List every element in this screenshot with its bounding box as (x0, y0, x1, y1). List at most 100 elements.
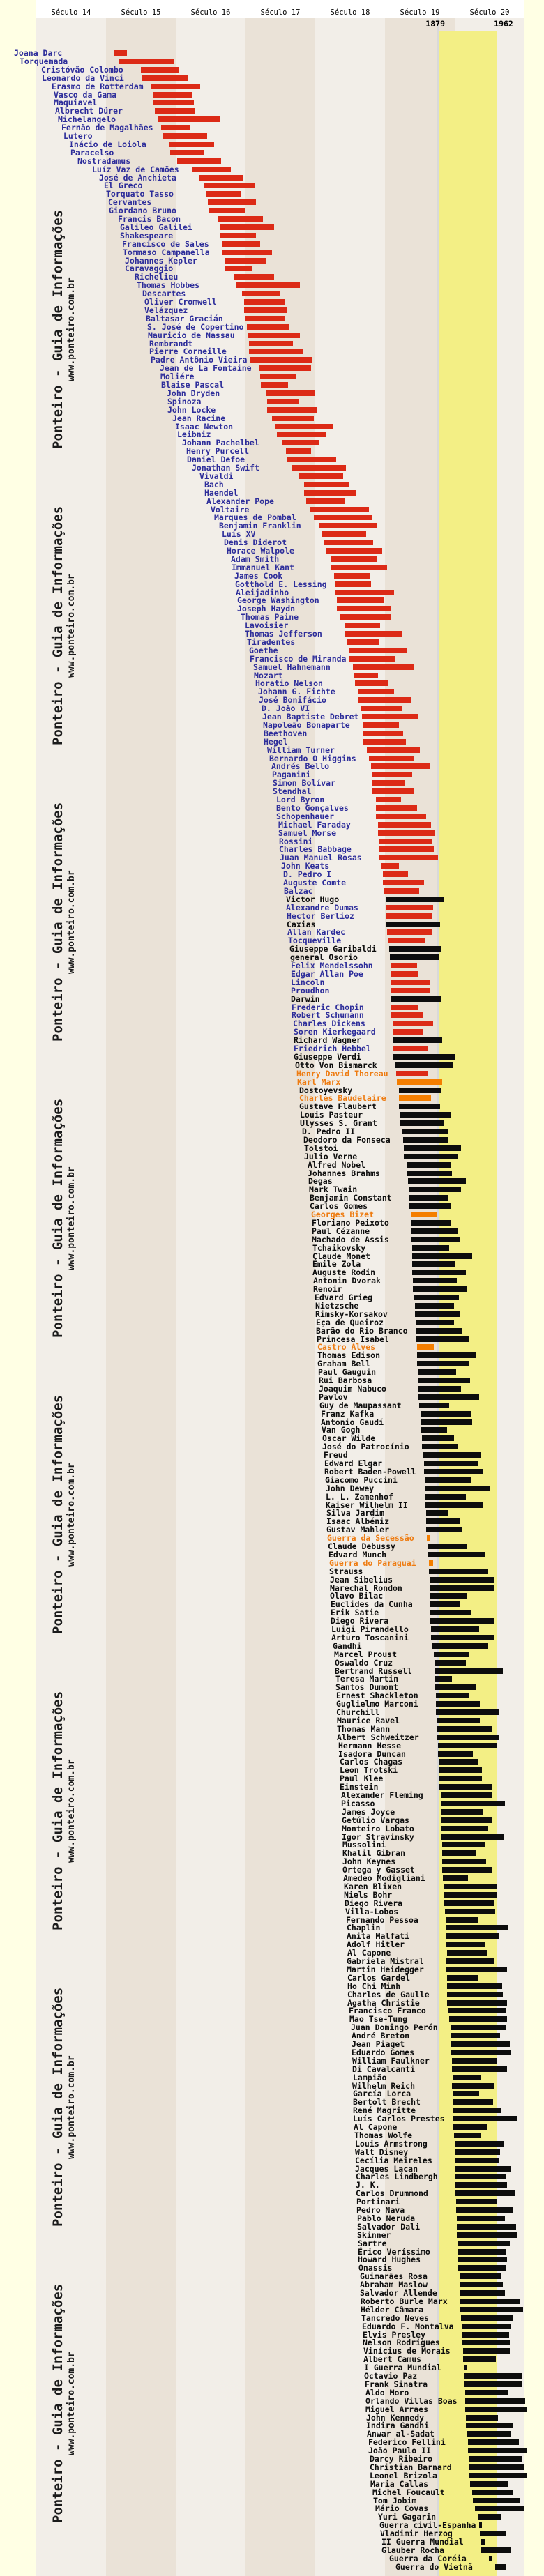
person-name[interactable]: Alexander Pope (206, 496, 274, 506)
person-name[interactable]: Tom Jobim (373, 2495, 417, 2506)
person-name[interactable]: Rossini (279, 836, 313, 846)
person-name[interactable]: Robert Schumann (292, 1010, 364, 1021)
person-name[interactable]: Van Gogh (322, 1425, 361, 1435)
person-name[interactable]: Walt Disney (355, 2147, 409, 2157)
person-name[interactable]: Marcel Proust (334, 1649, 398, 1659)
person-name[interactable]: Voltaire (211, 504, 250, 515)
person-name[interactable]: L. L. Zamenhof (326, 1491, 393, 1502)
person-name[interactable]: Joana Darc (14, 48, 63, 58)
person-name[interactable]: Maquiavel (54, 98, 98, 108)
person-name[interactable]: Paul Gauguin (318, 1367, 377, 1378)
person-name[interactable]: Orlando Villas Boas (365, 2395, 458, 2406)
person-name[interactable]: Érico Veríssimo (358, 2246, 430, 2257)
event-name[interactable]: Guerra do Vietnã (395, 2561, 473, 2572)
person-name[interactable]: Jean de La Fontaine (160, 363, 252, 374)
person-name[interactable]: Juan Domingo Perón (351, 2022, 438, 2033)
person-name[interactable]: Benjamin Franklin (219, 521, 301, 531)
person-name[interactable]: Bento Gonçalves (276, 802, 349, 813)
person-name[interactable]: William Faulkner (352, 2055, 430, 2066)
person-name[interactable]: Charles Dickens (293, 1019, 365, 1029)
person-name[interactable]: Lampião (353, 2072, 387, 2082)
person-name[interactable]: Velázquez (144, 305, 188, 315)
person-name[interactable]: Einstein (340, 1782, 379, 1792)
person-name[interactable]: Jean Racine (172, 413, 226, 423)
person-name[interactable]: João Paulo II (368, 2446, 432, 2456)
person-name[interactable]: Maria Callas (370, 2478, 429, 2489)
person-name[interactable]: Pedro Nava (356, 2205, 405, 2215)
person-name[interactable]: José do Patrocínio (322, 1442, 409, 1452)
person-name[interactable]: Beethoven (264, 728, 308, 738)
person-name[interactable]: Floriano Peixoto (312, 1217, 389, 1228)
person-name[interactable]: Vasco da Gama (54, 89, 117, 100)
person-name[interactable]: Leonardo da Vinci (42, 73, 124, 83)
person-name[interactable]: Lincoln (291, 977, 325, 987)
person-name[interactable]: Paganini (272, 770, 311, 780)
person-name[interactable]: Olavo Bilac (330, 1591, 384, 1601)
person-name[interactable]: Torquato Tasso (106, 189, 174, 199)
person-name[interactable]: Blaise Pascal (161, 380, 225, 390)
person-name[interactable]: Roberto Burle Marx (361, 2296, 448, 2306)
person-name[interactable]: Hermann Hesse (338, 1740, 402, 1751)
person-name[interactable]: André Breton (352, 2031, 410, 2041)
person-name[interactable]: Francisco de Miranda (250, 653, 347, 664)
person-name[interactable]: Georges Bizet (311, 1210, 375, 1219)
person-name[interactable]: Antonio Gaudí (321, 1417, 384, 1427)
person-name[interactable]: Alexandre Dumas (286, 902, 358, 913)
person-name[interactable]: Abraham Maslow (360, 2280, 428, 2290)
person-name[interactable]: Edvard Munch (328, 1549, 387, 1560)
person-name[interactable]: Johannes Kepler (125, 255, 197, 266)
person-name[interactable]: D. João VI (262, 703, 310, 714)
person-name[interactable]: Padre Antônio Vieira (151, 355, 248, 365)
person-name[interactable]: Amedeo Modigliani (343, 1873, 425, 1883)
person-name[interactable]: Henry David Thoreau (296, 1068, 388, 1079)
person-name[interactable]: Guy de Maupassant (319, 1400, 402, 1410)
person-name[interactable]: Luigi Pirandello (331, 1624, 409, 1634)
person-name[interactable]: Maurice Ravel (337, 1715, 400, 1725)
person-name[interactable]: Bernardo O Higgins (269, 753, 356, 763)
person-name[interactable]: Strauss (329, 1566, 363, 1576)
person-name[interactable]: Victor Hugo (286, 894, 340, 904)
person-name[interactable]: Cervantes (108, 197, 152, 208)
person-name[interactable]: Alexander Fleming (341, 1790, 423, 1800)
person-name[interactable]: Carlos Gomes (310, 1201, 368, 1212)
person-name[interactable]: Al Capone (347, 1948, 391, 1958)
person-name[interactable]: Paul Klee (340, 1774, 384, 1784)
person-name[interactable]: Goethe (249, 645, 278, 655)
person-name[interactable]: Tancredo Neves (361, 2312, 429, 2323)
person-name[interactable]: Indira Gandhi (366, 2421, 430, 2431)
person-name[interactable]: Graham Bell (317, 1359, 371, 1369)
person-name[interactable]: Giordano Bruno (109, 206, 176, 216)
person-name[interactable]: Albert Camus (363, 2354, 422, 2365)
person-name[interactable]: Salvador Dali (357, 2221, 421, 2232)
person-name[interactable]: Charles Lindbergh (356, 2172, 438, 2182)
person-name[interactable]: Tommaso Campanella (123, 247, 210, 257)
person-name[interactable]: Francisco Franco (349, 2006, 426, 2016)
person-name[interactable]: Anwar al-Sadat (367, 2429, 435, 2439)
person-name[interactable]: Haendel (204, 487, 239, 498)
person-name[interactable]: Chaplin (347, 1923, 381, 1933)
person-name[interactable]: Carlos Drummond (356, 2188, 428, 2199)
person-name[interactable]: Tocqueville (288, 936, 342, 946)
person-name[interactable]: Lavoisier (245, 620, 289, 631)
person-name[interactable]: Samuel Morse (278, 828, 337, 838)
person-name[interactable]: Émile Zola (312, 1259, 361, 1270)
person-name[interactable]: Tiradentes (247, 637, 296, 647)
person-name[interactable]: Louis Pasteur (300, 1110, 363, 1120)
person-name[interactable]: Isadora Duncan (338, 1748, 406, 1759)
person-name[interactable]: Jacques Lacan (355, 2163, 418, 2174)
person-name[interactable]: Lord Byron (276, 795, 325, 805)
person-name[interactable]: Vladimir Herzog (380, 2529, 453, 2539)
person-name[interactable]: Churchill (336, 1707, 380, 1717)
person-name[interactable]: Thomas Mann (337, 1723, 391, 1734)
person-name[interactable]: Gustav Mahler (326, 1525, 390, 1535)
person-name[interactable]: Christian Barnard (370, 2462, 452, 2472)
person-name[interactable]: Proudhon (291, 985, 330, 996)
person-name[interactable]: Claude Debussy (328, 1541, 395, 1551)
person-name[interactable]: Anita Malfati (347, 1931, 410, 1942)
person-name[interactable]: Hector Berlioz (287, 910, 354, 921)
person-name[interactable]: Salvador Allende (360, 2288, 437, 2298)
person-name[interactable]: Aleijadinho (236, 587, 289, 597)
person-name[interactable]: Johannes Brahms (308, 1168, 380, 1178)
person-name[interactable]: John Keynes (342, 1857, 396, 1867)
person-name[interactable]: Mark Twain (309, 1184, 358, 1195)
